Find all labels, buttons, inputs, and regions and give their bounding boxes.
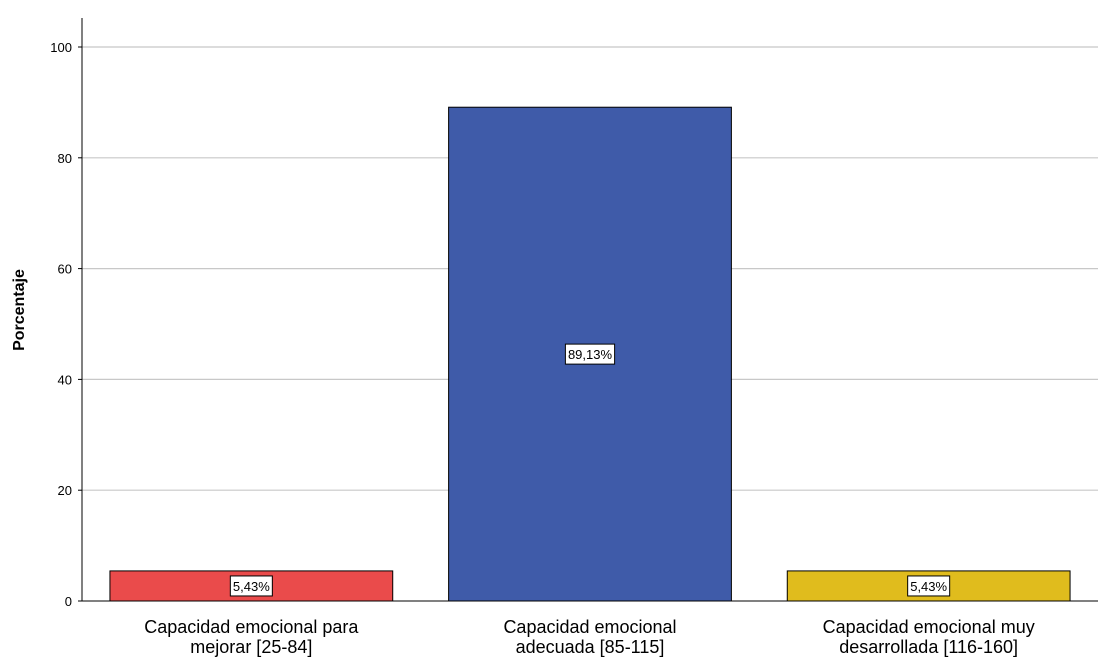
y-tick-label: 80	[58, 151, 72, 166]
y-axis-title: Porcentaje	[11, 269, 28, 351]
y-tick-label: 60	[58, 262, 72, 277]
data-label: 5,43%	[229, 575, 273, 597]
x-category-label: Capacidad emocional muy desarrollada [116…	[823, 617, 1035, 657]
data-label-box	[907, 575, 951, 597]
x-category-label-line: Capacidad emocional para	[144, 617, 359, 637]
data-labels: 5,43% 89,13% 5,43%	[229, 343, 951, 597]
x-category-label-line: desarrollada [116-160]	[839, 637, 1018, 657]
data-label-text: 5,43%	[233, 579, 270, 594]
data-label: 5,43%	[907, 575, 951, 597]
data-label-text: 5,43%	[910, 579, 947, 594]
y-tick-label: 40	[58, 372, 72, 387]
x-category-label-line: Capacidad emocional muy	[823, 617, 1035, 637]
y-tick-label: 100	[50, 40, 72, 55]
data-label-box	[229, 575, 273, 597]
x-category-label-line: adecuada [85-115]	[516, 637, 665, 657]
x-category-labels: Capacidad emocional para mejorar [25-84]C…	[144, 617, 1034, 657]
x-category-label: Capacidad emocional para mejorar [25-84]	[144, 617, 359, 657]
y-tick-labels: 0 20 40 60 80 100	[50, 40, 82, 609]
y-tick-label: 20	[58, 483, 72, 498]
x-category-label-line: mejorar [25-84]	[190, 637, 312, 657]
data-label: 89,13%	[564, 343, 616, 365]
x-category-label: Capacidad emocional adecuada [85-115]	[503, 617, 676, 657]
x-category-label-line: Capacidad emocional	[503, 617, 676, 637]
data-label-text: 89,13%	[568, 347, 613, 362]
y-tick-label: 0	[65, 594, 72, 609]
data-label-box	[564, 343, 616, 365]
